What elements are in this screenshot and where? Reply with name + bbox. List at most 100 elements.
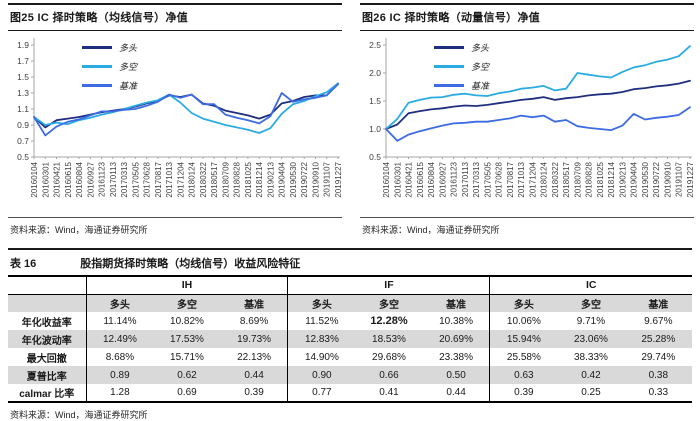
svg-text:20180828: 20180828 <box>585 161 594 197</box>
svg-text:1.5: 1.5 <box>17 72 29 82</box>
svg-text:20190404: 20190404 <box>630 161 639 197</box>
svg-text:20180124: 20180124 <box>540 161 549 197</box>
value-cell: 0.62 <box>153 366 221 384</box>
legend-item-longshort: 多空 <box>82 60 137 73</box>
svg-text:20170505: 20170505 <box>131 161 140 197</box>
subheader-cell: 基准 <box>624 294 692 312</box>
value-cell: 10.06% <box>489 312 558 330</box>
subheader-cell: 多空 <box>153 294 221 312</box>
row-label: 年化收益率 <box>21 317 72 329</box>
svg-text:1.3: 1.3 <box>17 88 29 98</box>
svg-text:20160421: 20160421 <box>53 161 62 197</box>
svg-text:20171013: 20171013 <box>517 161 526 197</box>
long-line-swatch <box>434 46 464 49</box>
figure-26-legend: 多头 多空 基准 <box>434 41 489 92</box>
value-cell: 38.33% <box>574 351 608 363</box>
group-header-row: IH IF IC <box>8 275 692 295</box>
table-row: calmar 比率 1.28 0.69 0.39 0.77 0.41 0.44 0.39 0.2… <box>8 384 692 403</box>
legend-label: 基准 <box>119 81 138 91</box>
svg-text:20160927: 20160927 <box>438 161 447 197</box>
value-cell: 0.90 <box>287 366 356 384</box>
svg-text:20190910: 20190910 <box>312 161 321 197</box>
value-cell: 17.53% <box>153 330 221 348</box>
svg-text:20160804: 20160804 <box>75 161 84 197</box>
svg-text:20160804: 20160804 <box>427 161 436 197</box>
value-cell: 25.28% <box>624 330 692 348</box>
value-cell: 0.69 <box>153 384 221 403</box>
subheader-cell: 多头 <box>85 294 154 312</box>
value-cell: 11.52% <box>287 312 356 330</box>
svg-text:0.5: 0.5 <box>17 152 29 162</box>
value-cell: 0.50 <box>422 366 490 384</box>
value-cell: 0.77 <box>287 384 356 403</box>
corner-cell <box>8 275 86 295</box>
value-cell: 1.28 <box>85 384 154 403</box>
value-cell: 9.71% <box>576 315 606 327</box>
group-header-cell: IF <box>287 275 490 295</box>
figure-25-title: 图25 IC 择时策略（均线信号）净值 <box>8 3 342 31</box>
table-title: 股指期货择时策略（均线信号）收益风险特征 <box>80 258 301 270</box>
svg-text:0.7: 0.7 <box>17 136 29 146</box>
svg-text:20170113: 20170113 <box>109 161 118 197</box>
table-number: 表 16 <box>10 258 37 270</box>
value-cell: 23.06% <box>557 330 625 348</box>
svg-text:20181214: 20181214 <box>607 161 616 197</box>
svg-text:20161123: 20161123 <box>450 161 459 197</box>
value-cell: 0.63 <box>489 366 558 384</box>
benchmark-line-swatch <box>434 84 464 87</box>
svg-text:20171013: 20171013 <box>165 161 174 197</box>
value-cell: 0.44 <box>220 366 288 384</box>
value-cell: 22.13% <box>237 351 272 363</box>
svg-text:1.5: 1.5 <box>369 96 381 106</box>
svg-text:20180124: 20180124 <box>188 161 197 197</box>
results-table: IH IF IC 多头 多空 基准 多头 多空 基准 多头 多空 基准 年化收益率 11.14% 10.8… <box>8 275 692 403</box>
svg-text:20180322: 20180322 <box>551 161 560 197</box>
long-line-swatch <box>82 46 112 49</box>
subheader-row: 多头 多空 基准 多头 多空 基准 多头 多空 基准 <box>8 294 692 312</box>
value-cell: 10.38% <box>439 315 474 327</box>
svg-text:20190722: 20190722 <box>300 161 309 197</box>
subheader-cell: 多空 <box>355 294 423 312</box>
legend-label: 多头 <box>471 43 490 53</box>
svg-text:20191227: 20191227 <box>334 161 342 197</box>
svg-text:20190530: 20190530 <box>641 161 650 197</box>
svg-text:20170313: 20170313 <box>120 161 129 197</box>
svg-text:20180828: 20180828 <box>233 161 242 197</box>
value-cell: 19.73% <box>220 330 288 348</box>
table-row: 年化波动率 12.49% 17.53% 19.73% 12.83% 18.53% 20.69… <box>8 330 692 348</box>
value-cell: 12.49% <box>85 330 154 348</box>
value-cell: 0.66 <box>355 366 423 384</box>
legend-label: 多空 <box>119 62 138 72</box>
svg-text:20190722: 20190722 <box>652 161 661 197</box>
svg-text:20160421: 20160421 <box>405 161 414 197</box>
svg-text:20190530: 20190530 <box>289 161 298 197</box>
value-cell: 18.53% <box>355 330 423 348</box>
svg-text:20191107: 20191107 <box>675 161 684 197</box>
value-cell: 12.83% <box>287 330 356 348</box>
table-row: 年化收益率 11.14% 10.82% 8.69% 11.52% 12.28% 10.38%… <box>8 312 692 330</box>
svg-text:20170505: 20170505 <box>483 161 492 197</box>
svg-text:20170817: 20170817 <box>506 161 515 197</box>
svg-text:20170628: 20170628 <box>495 161 504 197</box>
table-16-source: 资料来源：Wind，海通证券研究所 <box>10 410 148 420</box>
svg-text:20181025: 20181025 <box>244 161 253 197</box>
legend-item-long: 多头 <box>82 41 137 54</box>
group-header-cell: IC <box>489 275 692 295</box>
row-label: 年化波动率 <box>8 330 86 348</box>
value-cell: 15.71% <box>170 351 204 363</box>
svg-text:20180517: 20180517 <box>210 161 219 197</box>
value-cell: 8.69% <box>239 315 269 327</box>
value-cell: 29.68% <box>372 351 406 363</box>
figure-25-source: 资料来源：Wind，海通证券研究所 <box>8 217 342 236</box>
row-label: 夏普比率 <box>8 366 86 384</box>
svg-text:20180709: 20180709 <box>573 161 582 197</box>
svg-text:2.5: 2.5 <box>369 40 381 50</box>
value-cell: 0.44 <box>422 384 490 403</box>
value-cell: 8.68% <box>85 348 154 366</box>
value-cell: 14.90% <box>287 348 356 366</box>
svg-text:20190213: 20190213 <box>618 161 627 197</box>
svg-text:20191227: 20191227 <box>686 161 694 197</box>
row-label: calmar 比率 <box>8 384 86 403</box>
svg-text:0.5: 0.5 <box>369 152 381 162</box>
